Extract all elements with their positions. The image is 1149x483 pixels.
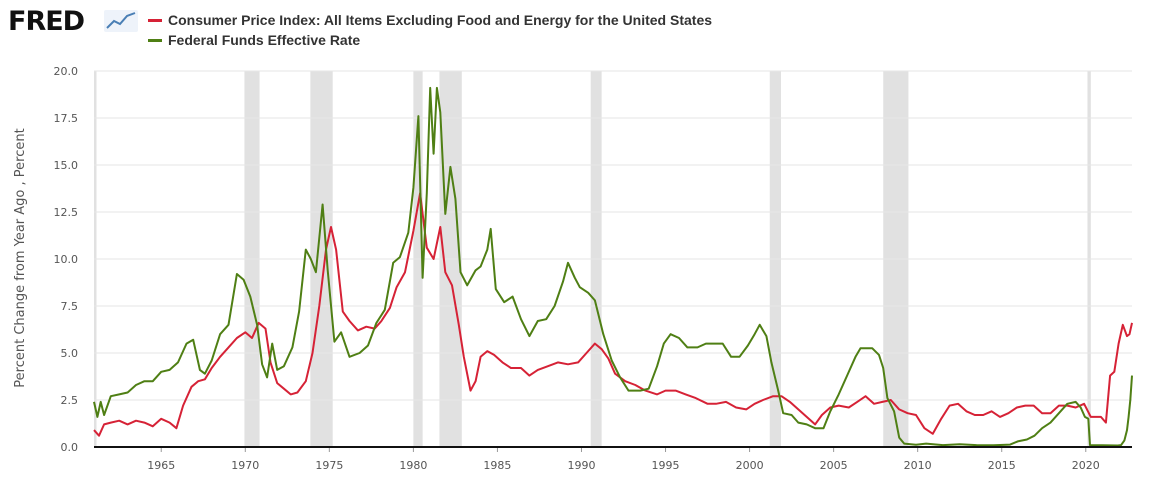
fred-logo-text: FRED — [8, 6, 85, 37]
y-tick-label: 5.0 — [61, 347, 79, 360]
x-axis-ticks: 1965 1970 1975 1980 1985 1990 1995 2000 2005 2010… — [147, 447, 1100, 472]
x-tick-label: 2015 — [988, 459, 1016, 472]
x-tick-label: 1985 — [483, 459, 511, 472]
legend-swatch-cpi — [148, 19, 162, 22]
chart-line-icon — [104, 10, 138, 32]
series-lines — [93, 86, 1133, 448]
x-tick-label: 1990 — [567, 459, 595, 472]
y-tick-label: 15.0 — [54, 159, 79, 172]
x-tick-label: 1980 — [399, 459, 427, 472]
x-tick-label: 1965 — [147, 459, 175, 472]
x-tick-label: 1970 — [231, 459, 259, 472]
y-tick-label: 12.5 — [54, 206, 79, 219]
legend-item-fedfunds[interactable]: Federal Funds Effective Rate — [148, 30, 712, 50]
x-tick-label: 1995 — [652, 459, 680, 472]
fred-logo[interactable]: FRED — [8, 6, 138, 38]
y-tick-label: 2.5 — [61, 394, 79, 407]
legend-item-cpi[interactable]: Consumer Price Index: All Items Excludin… — [148, 10, 712, 30]
series-line-fedfunds[interactable] — [93, 86, 1133, 447]
legend-label-fedfunds: Federal Funds Effective Rate — [168, 32, 361, 48]
y-axis-ticks: 0.0 2.5 5.0 7.5 10.0 12.5 15.0 17.5 20.0 — [54, 65, 79, 454]
legend-label-cpi: Consumer Price Index: All Items Excludin… — [168, 12, 713, 28]
y-axis-label: Percent Change from Year Ago , Percent — [13, 128, 28, 387]
y-tick-label: 10.0 — [54, 253, 79, 266]
x-tick-label: 2005 — [820, 459, 848, 472]
grid-lines — [94, 70, 1132, 401]
series-line-cpi[interactable] — [93, 192, 1133, 437]
y-tick-label: 0.0 — [61, 441, 79, 454]
chart-legend: Consumer Price Index: All Items Excludin… — [148, 10, 712, 50]
x-tick-label: 2010 — [904, 459, 932, 472]
y-tick-label: 17.5 — [54, 112, 79, 125]
y-tick-label: 20.0 — [54, 65, 79, 78]
x-tick-label: 1975 — [315, 459, 343, 472]
legend-swatch-fedfunds — [148, 39, 162, 42]
x-tick-label: 2020 — [1072, 459, 1100, 472]
y-tick-label: 7.5 — [61, 300, 79, 313]
x-tick-label: 2000 — [736, 459, 764, 472]
